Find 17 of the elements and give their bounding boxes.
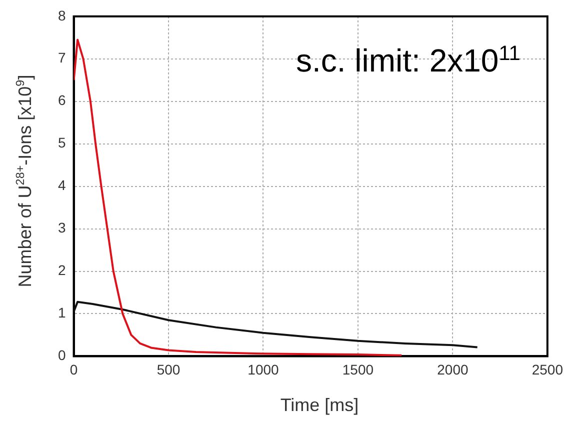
- y-tick-label: 3: [58, 220, 66, 236]
- y-tick-label: 4: [58, 177, 66, 194]
- x-tick-label: 1500: [342, 361, 374, 378]
- y-tick-label: 5: [58, 134, 66, 151]
- x-tick-label: 2000: [437, 361, 468, 378]
- annotation: s.c. limit: 2x10$^{11}$: [296, 42, 520, 80]
- y-tick-label: 8: [58, 7, 66, 24]
- y-tick-label: 6: [58, 92, 66, 108]
- x-tick-label: 1000: [248, 361, 280, 378]
- x-tick-label: 2500: [532, 361, 564, 378]
- y-tick-label: 7: [58, 50, 66, 66]
- y-tick-label: 0: [58, 347, 66, 364]
- y-tick-label: 2: [58, 262, 66, 278]
- x-tick-label: 0: [70, 361, 78, 378]
- y-tick-label: 1: [58, 304, 66, 321]
- x-tick-label: 500: [156, 361, 180, 378]
- x-axis-title: Time [ms]: [279, 395, 360, 416]
